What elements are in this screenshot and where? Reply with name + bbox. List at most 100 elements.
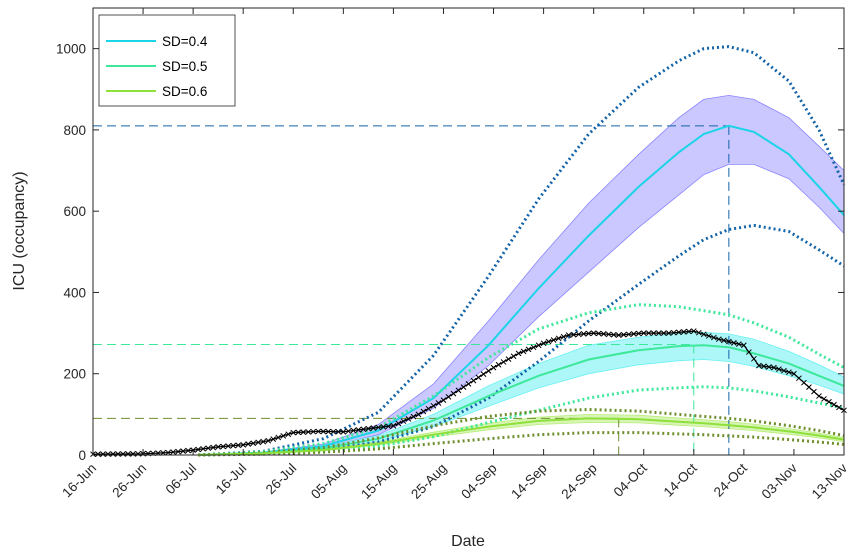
- observed-point: [235, 442, 242, 449]
- observed-point: [575, 331, 582, 338]
- observed-point: [525, 346, 532, 353]
- observed-point: [465, 381, 472, 387]
- y-axis-label: ICU (occupancy): [11, 171, 28, 290]
- observed-point: [380, 424, 387, 430]
- observed-point: [270, 436, 277, 443]
- observed-point: [655, 330, 662, 336]
- observed-point: [115, 451, 121, 457]
- x-tick-label: 04-Oct: [611, 460, 650, 499]
- observed-point: [385, 423, 392, 430]
- x-axis-label: Date: [451, 533, 485, 550]
- observed-point: [826, 398, 832, 405]
- observed-point: [570, 331, 577, 338]
- observed-point: [260, 438, 267, 445]
- mean-line-sd04: [198, 124, 845, 456]
- observed-point: [400, 418, 407, 425]
- x-tick-label: 26-Jul: [263, 461, 300, 498]
- observed-point: [610, 331, 617, 338]
- observed-point: [305, 429, 312, 435]
- observed-point: [200, 445, 207, 452]
- observed-point: [730, 339, 737, 346]
- observed-point: [290, 429, 297, 436]
- prediction-upper-sd04: [198, 45, 846, 457]
- x-tick-label: 04-Sep: [458, 461, 499, 502]
- x-tick-label: 24-Sep: [558, 461, 599, 502]
- observed-point: [700, 331, 707, 338]
- observed-point: [395, 420, 402, 427]
- observed-point: [440, 397, 447, 403]
- observed-point: [125, 451, 131, 457]
- observed-point: [650, 330, 657, 336]
- observed-point: [520, 348, 527, 355]
- observed-point: [505, 356, 512, 362]
- observed-point: [460, 384, 467, 390]
- observed-point: [625, 331, 632, 338]
- observed-point: [105, 451, 111, 457]
- observed-point: [695, 329, 702, 336]
- x-tick-label: 16-Jul: [213, 461, 250, 498]
- observed-point: [450, 390, 457, 397]
- observed-point: [630, 331, 637, 337]
- mean-line-sd06: [198, 417, 845, 456]
- observed-point: [705, 333, 712, 339]
- y-tick-label: 200: [63, 367, 86, 382]
- observed-point: [580, 331, 587, 337]
- observed-point: [255, 439, 262, 446]
- observed-point: [495, 361, 502, 368]
- observed-point: [245, 441, 252, 447]
- observed-point: [405, 416, 412, 422]
- observed-point: [360, 426, 367, 433]
- observed-point: [95, 451, 101, 458]
- legend-label-sd04: SD=0.4: [162, 34, 208, 49]
- observed-point: [530, 344, 537, 351]
- observed-point: [230, 442, 237, 449]
- observed-point: [285, 431, 292, 438]
- x-tick-label: 25-Aug: [408, 461, 449, 502]
- observed-point: [806, 384, 812, 390]
- observed-point: [665, 330, 672, 336]
- observed-point: [100, 451, 106, 457]
- y-tick-label: 600: [63, 204, 86, 219]
- observed-point: [585, 330, 592, 337]
- observed-point: [185, 447, 191, 454]
- observed-point: [595, 330, 602, 337]
- observed-point: [210, 444, 217, 451]
- observed-point: [175, 448, 181, 455]
- observed-point: [605, 331, 612, 338]
- observed-point: [781, 367, 787, 374]
- observed-point: [300, 429, 307, 436]
- observed-point: [430, 402, 437, 409]
- observed-point: [796, 375, 802, 382]
- x-tick-label: 13-Nov: [809, 460, 851, 502]
- x-tick-label: 16-Jun: [59, 461, 99, 501]
- observed-point: [130, 451, 136, 457]
- legend: SD=0.4 SD=0.5 SD=0.6: [98, 14, 236, 107]
- observed-point: [821, 396, 827, 402]
- x-tick-label: 03-Nov: [759, 460, 801, 502]
- observed-point: [370, 425, 377, 431]
- observed-point: [180, 448, 186, 454]
- observed-point: [675, 329, 682, 336]
- observed-point: [560, 333, 567, 340]
- observed-point: [390, 422, 397, 429]
- observed-point: [736, 341, 742, 347]
- x-tick-label: 14-Oct: [661, 460, 700, 499]
- observed-point: [660, 330, 667, 336]
- observed-point: [550, 337, 557, 343]
- legend-label-sd06: SD=0.6: [162, 84, 207, 99]
- observed-point: [355, 427, 362, 433]
- x-tick-label: 26-Jun: [109, 461, 149, 501]
- observed-point: [475, 374, 482, 381]
- observed-point: [746, 349, 752, 355]
- observed-point: [195, 446, 201, 453]
- legend-label-sd05: SD=0.5: [162, 59, 207, 74]
- observed-point: [836, 404, 842, 411]
- x-tick-label: 06-Jul: [163, 461, 200, 498]
- observed-point: [640, 330, 647, 336]
- observed-point: [685, 328, 692, 335]
- observed-point: [445, 394, 452, 400]
- observed-point: [470, 377, 477, 384]
- observed-point: [761, 363, 767, 370]
- y-tick-label: 800: [63, 123, 86, 138]
- observed-point: [365, 425, 372, 432]
